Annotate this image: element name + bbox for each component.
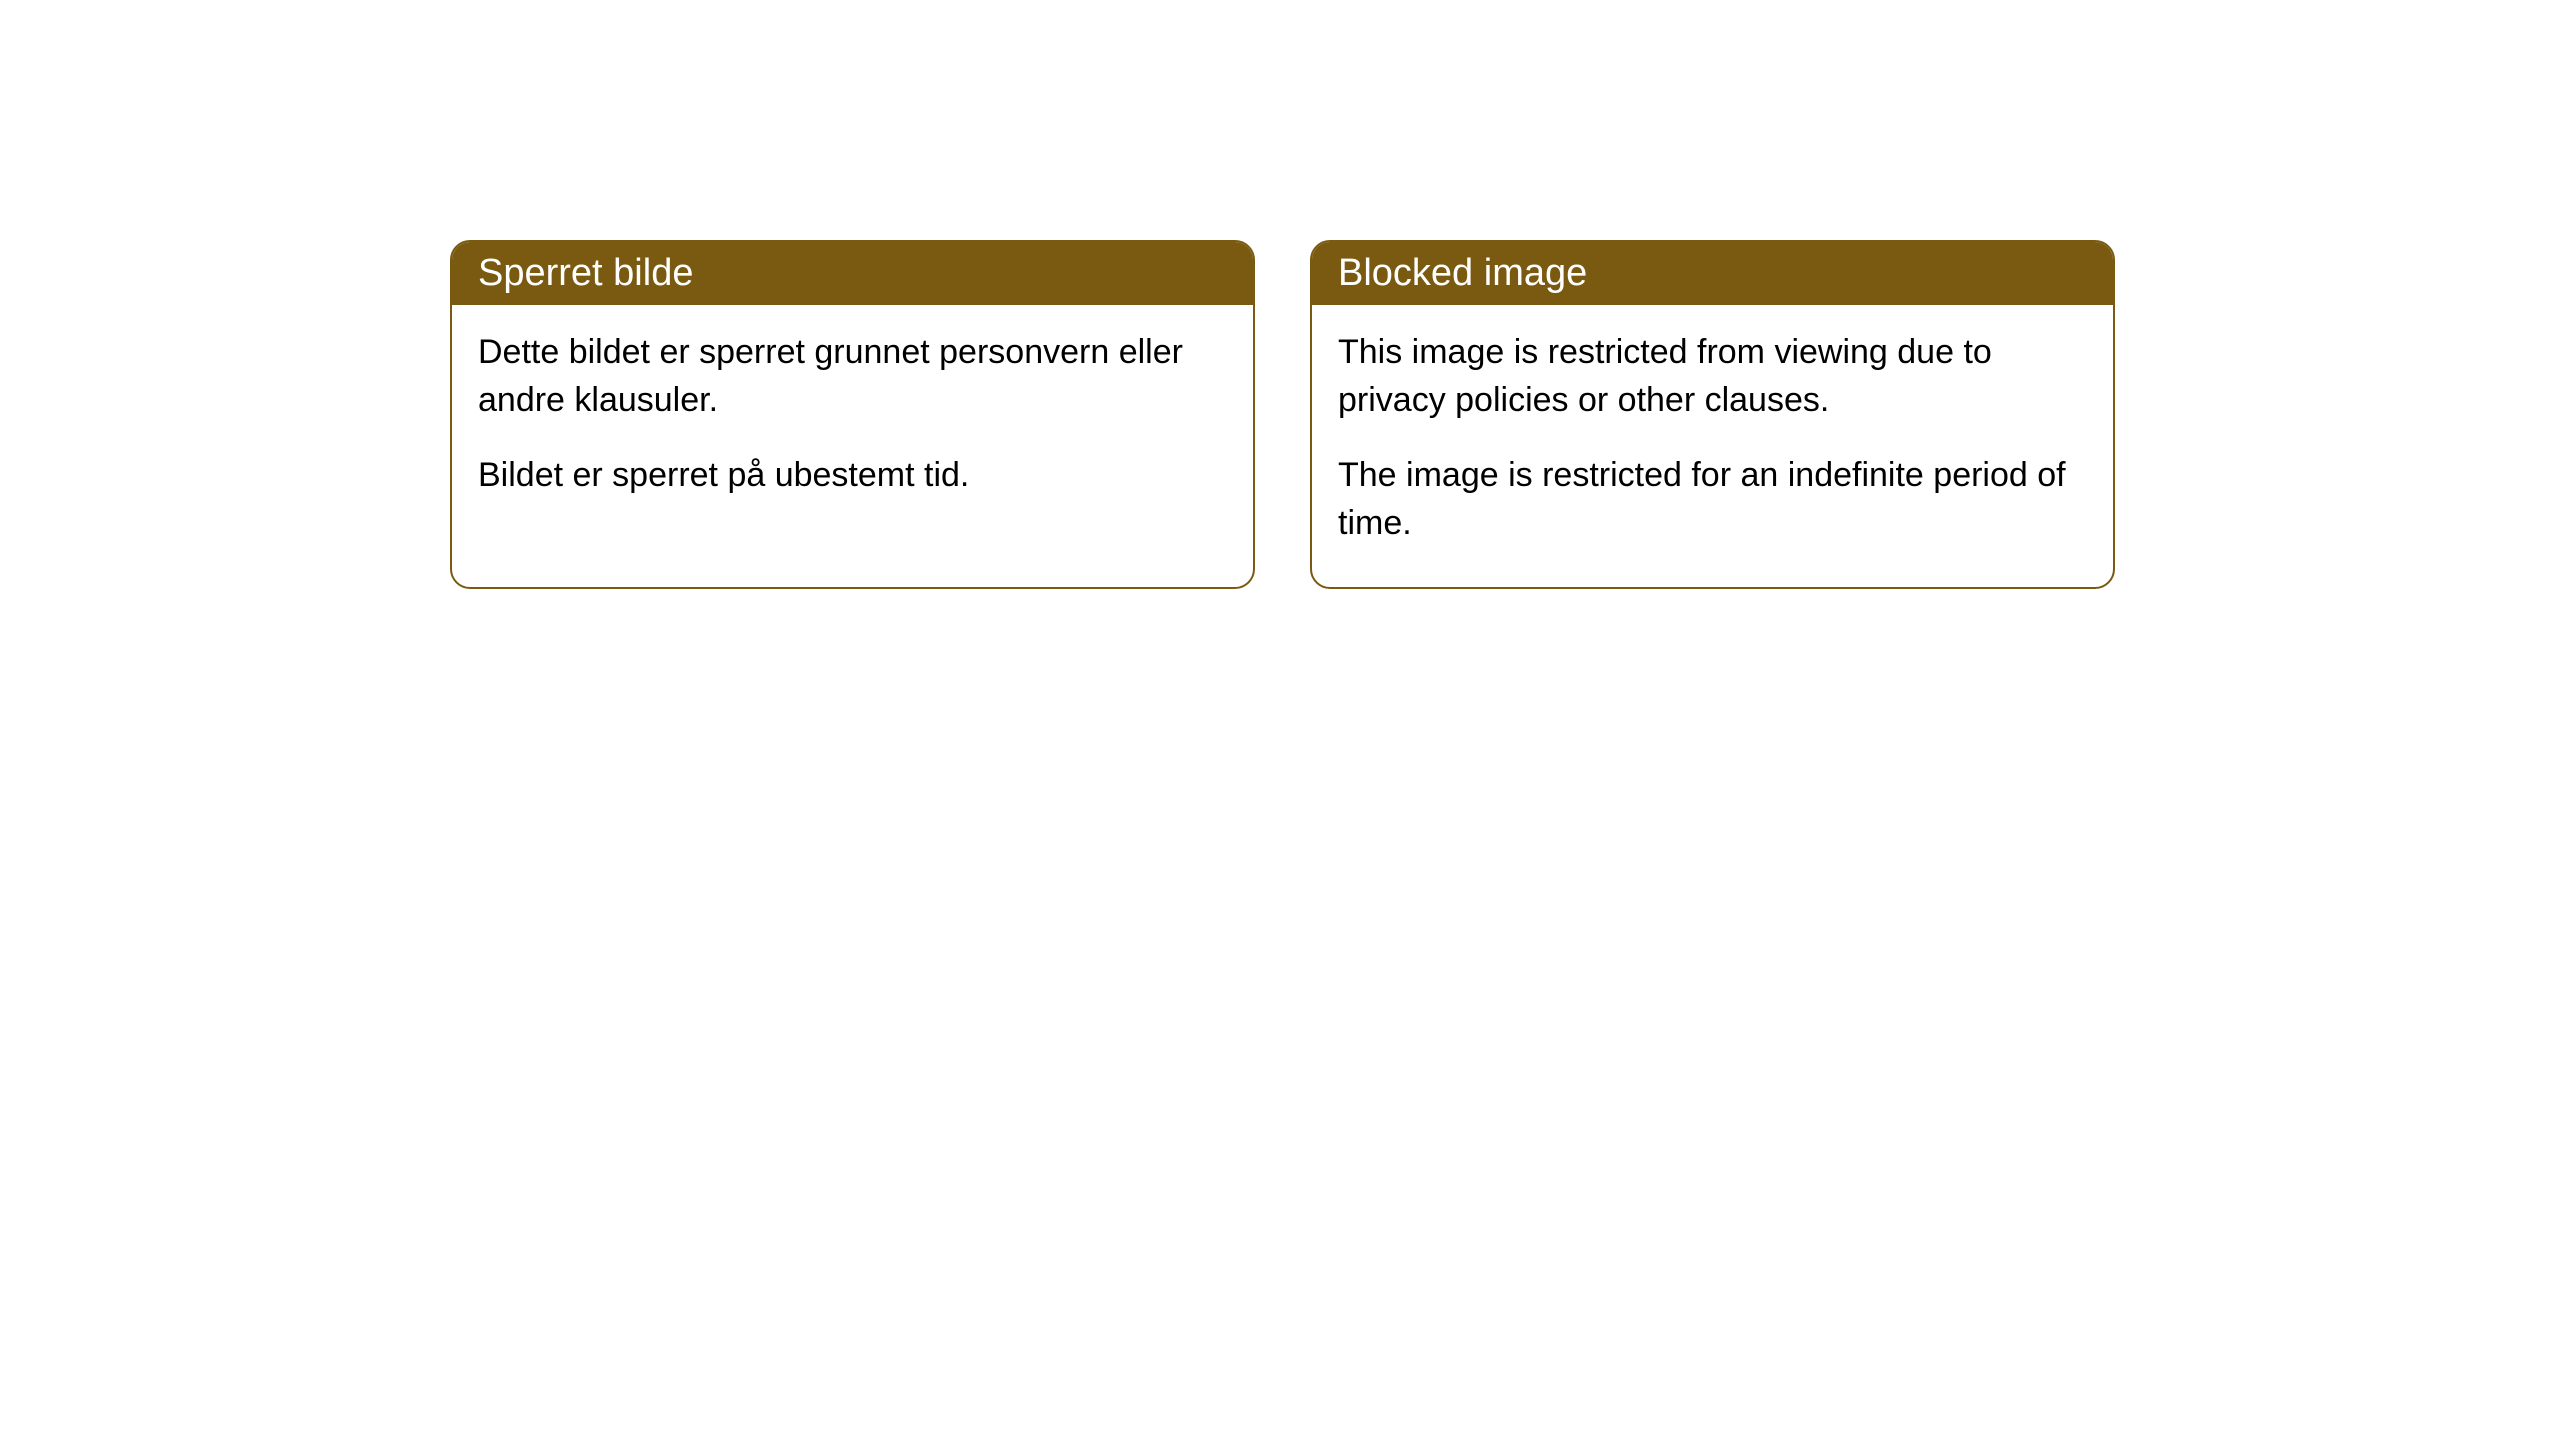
notice-cards-container: Sperret bilde Dette bildet er sperret gr… [450,240,2115,589]
card-paragraph: Bildet er sperret på ubestemt tid. [478,452,1227,500]
card-paragraph: This image is restricted from viewing du… [1338,329,2087,424]
card-title: Blocked image [1338,252,1587,294]
card-paragraph: Dette bildet er sperret grunnet personve… [478,329,1227,424]
card-title: Sperret bilde [478,252,693,294]
card-header: Sperret bilde [452,242,1253,305]
card-body: This image is restricted from viewing du… [1312,305,2113,587]
card-header: Blocked image [1312,242,2113,305]
notice-card-english: Blocked image This image is restricted f… [1310,240,2115,589]
card-paragraph: The image is restricted for an indefinit… [1338,452,2087,547]
card-body: Dette bildet er sperret grunnet personve… [452,305,1253,540]
notice-card-norwegian: Sperret bilde Dette bildet er sperret gr… [450,240,1255,589]
